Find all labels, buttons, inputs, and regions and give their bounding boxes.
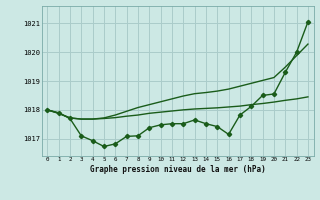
X-axis label: Graphe pression niveau de la mer (hPa): Graphe pression niveau de la mer (hPa) — [90, 165, 266, 174]
